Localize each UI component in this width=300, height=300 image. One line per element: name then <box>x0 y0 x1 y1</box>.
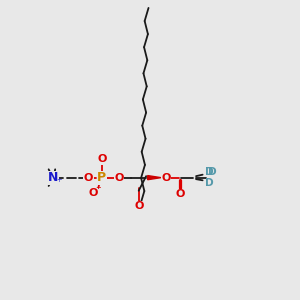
Text: D: D <box>205 178 213 188</box>
Polygon shape <box>148 176 161 180</box>
Text: $^{-}$: $^{-}$ <box>95 185 102 195</box>
Text: D: D <box>205 167 213 177</box>
Text: O: O <box>88 188 98 198</box>
Text: O: O <box>84 172 93 183</box>
Text: O: O <box>161 172 170 183</box>
Text: $^{+}$: $^{+}$ <box>56 177 63 187</box>
Text: D: D <box>208 167 217 177</box>
Text: O: O <box>176 189 185 199</box>
Text: O: O <box>134 202 143 212</box>
Text: N: N <box>48 171 58 184</box>
Text: P: P <box>97 171 106 184</box>
Text: O: O <box>114 172 124 183</box>
Text: O: O <box>97 154 106 164</box>
